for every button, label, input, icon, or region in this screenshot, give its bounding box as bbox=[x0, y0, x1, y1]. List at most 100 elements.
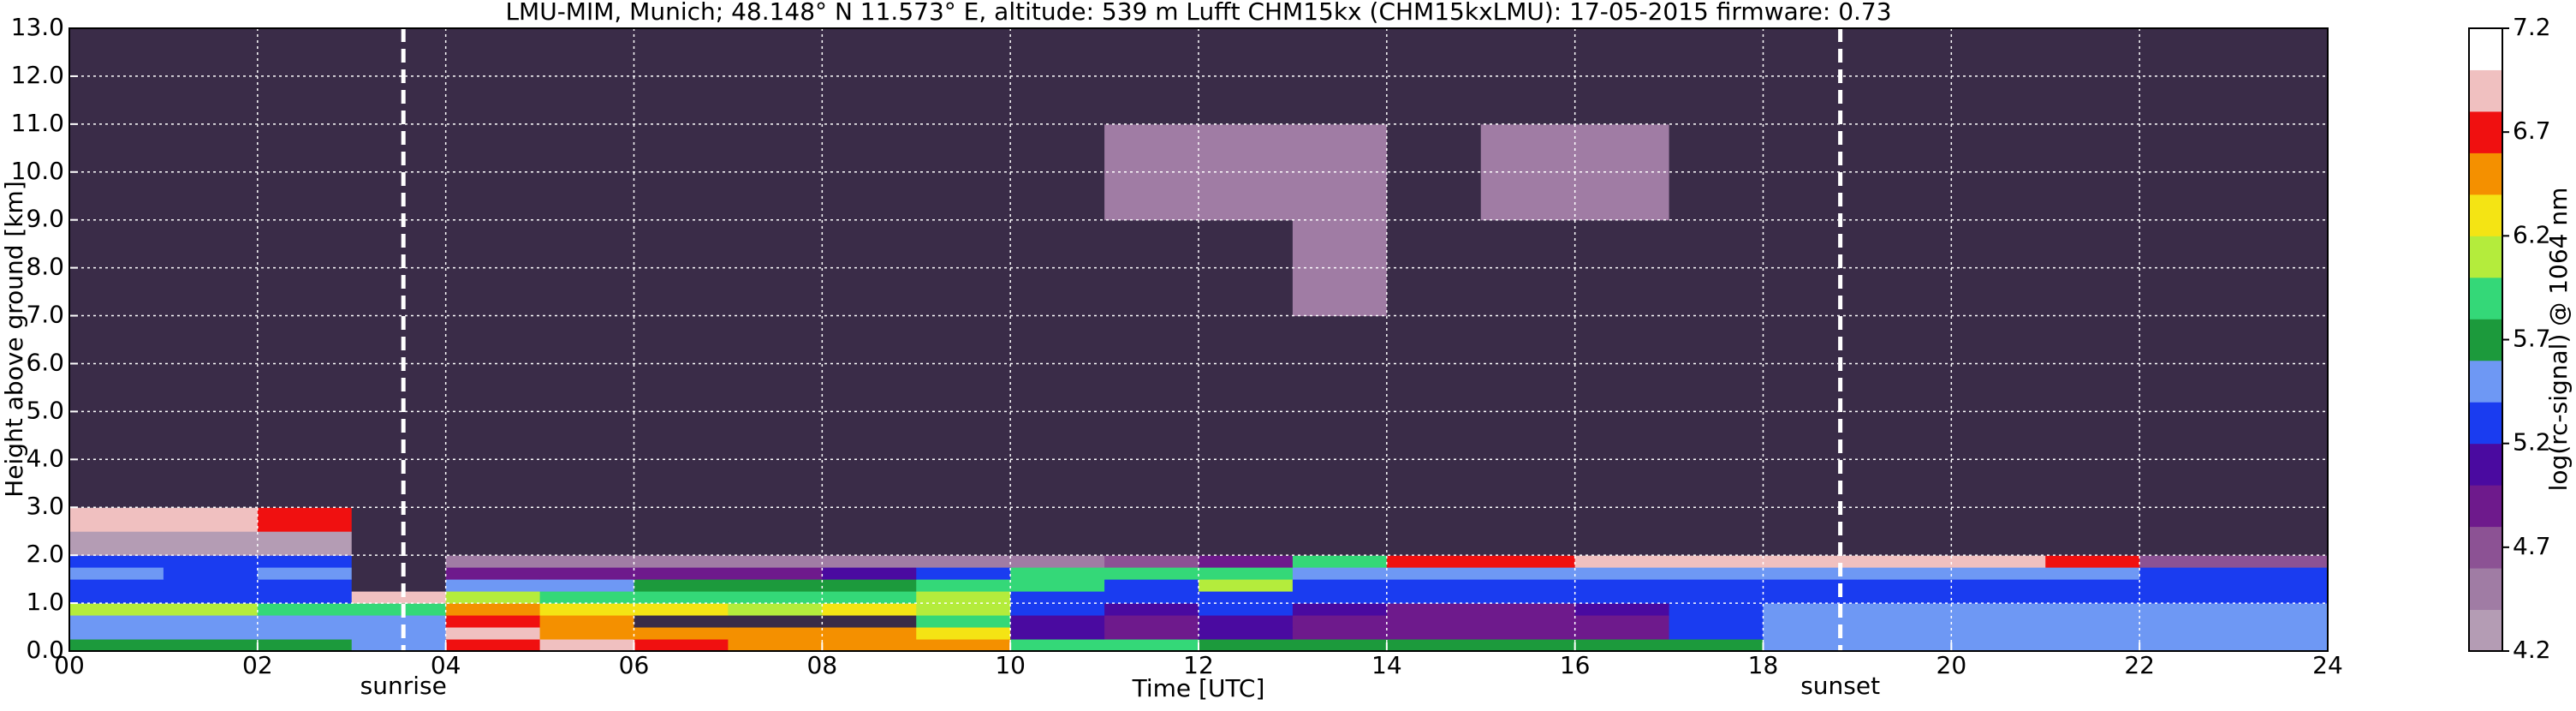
heatmap-cell bbox=[2234, 531, 2329, 556]
x-tick-label: 04 bbox=[431, 651, 461, 679]
heatmap-cell bbox=[351, 627, 447, 640]
heatmap-cell bbox=[1292, 627, 1388, 640]
y-tick-label: 1.0 bbox=[26, 588, 64, 616]
heatmap-cell bbox=[1199, 627, 1294, 640]
heatmap-cell bbox=[728, 615, 823, 628]
heatmap-cell bbox=[1292, 531, 1388, 556]
heatmap-cell bbox=[2045, 459, 2140, 508]
heatmap-cell bbox=[1669, 579, 1764, 592]
heatmap-cell bbox=[257, 411, 353, 460]
heatmap-cell bbox=[634, 507, 729, 532]
heatmap-cell bbox=[1010, 555, 1105, 568]
heatmap-cell bbox=[1574, 531, 1670, 556]
y-tick-label: 0.0 bbox=[26, 636, 64, 664]
heatmap-cell bbox=[1574, 615, 1670, 628]
heatmap-cell bbox=[1386, 639, 1482, 652]
y-tick-label: 2.0 bbox=[26, 540, 64, 568]
heatmap-cell bbox=[916, 411, 1011, 460]
heatmap-cell bbox=[539, 603, 634, 616]
heatmap-cell bbox=[1574, 555, 1670, 568]
heatmap-cell bbox=[1763, 591, 1858, 604]
heatmap-cell bbox=[1104, 555, 1199, 568]
colorbar-segment bbox=[2469, 28, 2502, 70]
x-tick-label: 14 bbox=[1371, 651, 1402, 679]
heatmap-cell bbox=[822, 411, 917, 460]
heatmap-cell bbox=[1010, 639, 1105, 652]
heatmap-cell bbox=[69, 555, 164, 568]
heatmap-cell bbox=[257, 591, 353, 604]
heatmap-cell bbox=[69, 507, 164, 532]
heatmap-cell bbox=[634, 555, 729, 568]
heatmap-cell bbox=[822, 639, 917, 652]
heatmap-cell bbox=[445, 627, 541, 640]
y-tick-label: 4.0 bbox=[26, 444, 64, 472]
heatmap-cell bbox=[1199, 531, 1294, 556]
heatmap-cell bbox=[1010, 627, 1105, 640]
y-tick-label: 5.0 bbox=[26, 396, 64, 424]
heatmap-cell bbox=[163, 459, 259, 508]
heatmap-cell bbox=[445, 411, 541, 460]
heatmap-cell bbox=[916, 507, 1011, 532]
heatmap-cell bbox=[2045, 639, 2140, 652]
heatmap-cell bbox=[1951, 459, 2046, 508]
heatmap-cell bbox=[1104, 603, 1199, 616]
heatmap-cell bbox=[1574, 627, 1670, 640]
heatmap-cell bbox=[1669, 603, 1764, 616]
heatmap-cell bbox=[351, 555, 447, 568]
heatmap-cell bbox=[1763, 555, 1858, 568]
heatmap-cell bbox=[1763, 579, 1858, 592]
heatmap-cell bbox=[728, 591, 823, 604]
colorbar-segment bbox=[2469, 111, 2502, 153]
x-tick-label: 02 bbox=[242, 651, 273, 679]
heatmap-cell bbox=[728, 627, 823, 640]
heatmap-cell bbox=[1292, 603, 1388, 616]
colorbar-segment bbox=[2469, 443, 2502, 486]
heatmap-cell bbox=[822, 567, 917, 580]
heatmap-cell bbox=[1292, 459, 1388, 508]
heatmap-cell bbox=[539, 459, 634, 508]
heatmap-cell bbox=[1480, 579, 1576, 592]
heatmap-cell bbox=[1199, 555, 1294, 568]
heatmap-cell bbox=[1574, 411, 1670, 460]
heatmap-cell bbox=[1386, 507, 1482, 532]
heatmap-cell bbox=[2045, 567, 2140, 580]
colorbar-tick-label: 4.2 bbox=[2513, 636, 2551, 664]
heatmap-cell bbox=[634, 411, 729, 460]
heatmap-cell bbox=[1199, 507, 1294, 532]
heatmap-cell bbox=[1857, 627, 1952, 640]
x-tick-label: 12 bbox=[1183, 651, 1214, 679]
colorbar-tick-label: 6.7 bbox=[2513, 117, 2551, 145]
heatmap-cell bbox=[2234, 459, 2329, 508]
heatmap-cell bbox=[822, 531, 917, 556]
heatmap-cell bbox=[445, 123, 541, 221]
colorbar-tick-label: 7.2 bbox=[2513, 13, 2551, 41]
y-tick-label: 13.0 bbox=[11, 13, 64, 41]
heatmap-cell bbox=[822, 603, 917, 616]
heatmap-cell bbox=[1951, 411, 2046, 460]
heatmap-cell bbox=[1104, 531, 1199, 556]
heatmap-cell bbox=[1857, 603, 1952, 616]
heatmap-cell bbox=[539, 567, 634, 580]
heatmap-cell bbox=[445, 591, 541, 604]
heatmap-cell bbox=[257, 507, 353, 532]
heatmap-cell bbox=[1574, 567, 1670, 580]
heatmap-cell bbox=[1386, 315, 1482, 412]
heatmap-cell bbox=[1857, 507, 1952, 532]
heatmap-cell bbox=[1763, 411, 1858, 460]
heatmap-cell bbox=[2045, 579, 2140, 592]
y-tick-label: 11.0 bbox=[11, 109, 64, 137]
heatmap-cell bbox=[1104, 459, 1199, 508]
heatmap-cell bbox=[163, 627, 259, 640]
heatmap-cell bbox=[1763, 639, 1858, 652]
heatmap-cell bbox=[1480, 639, 1576, 652]
heatmap-cell bbox=[1104, 615, 1199, 628]
heatmap-cell bbox=[1480, 603, 1576, 616]
x-tick-label: 24 bbox=[2312, 651, 2343, 679]
heatmap-cell bbox=[257, 615, 353, 628]
x-tick-label: 20 bbox=[1936, 651, 1967, 679]
heatmap-cell bbox=[1951, 603, 2046, 616]
heatmap-cell bbox=[1292, 411, 1388, 460]
heatmap-cell bbox=[1199, 591, 1294, 604]
colorbar-tick-label: 6.2 bbox=[2513, 220, 2551, 248]
